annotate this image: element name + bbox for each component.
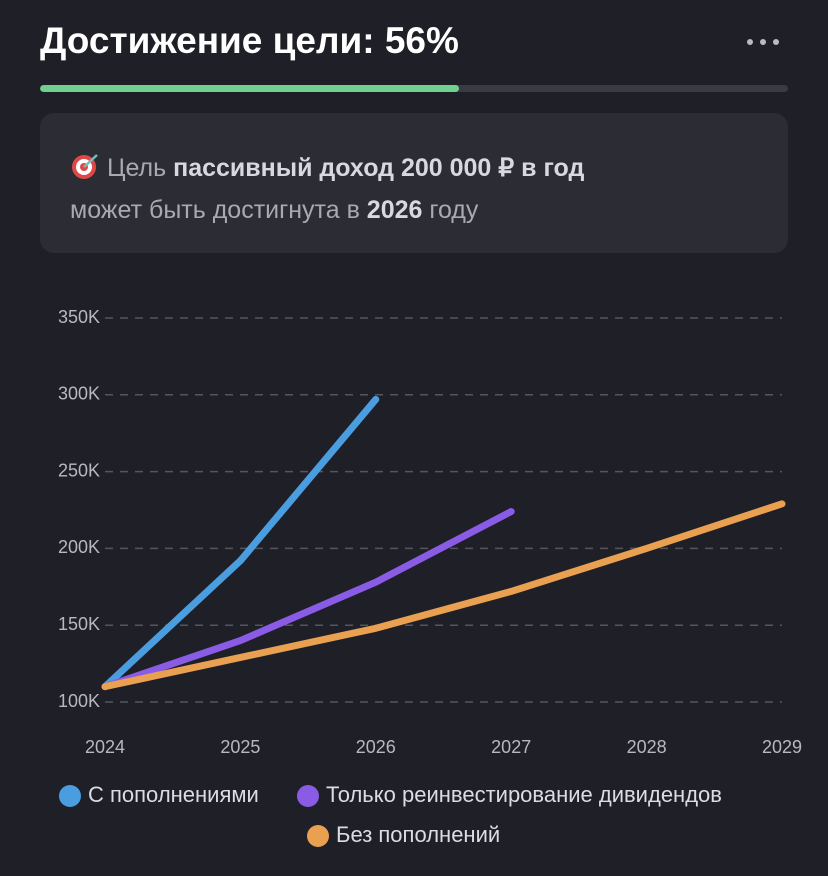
x-tick-label: 2025: [220, 737, 260, 757]
text: году: [429, 196, 479, 224]
y-tick-label: 250K: [58, 460, 100, 480]
x-tick-label: 2029: [762, 737, 802, 757]
menu-button[interactable]: [744, 32, 784, 52]
x-tick-label: 2024: [85, 737, 125, 757]
progress-track: [40, 85, 788, 92]
y-tick-label: 100K: [58, 691, 100, 711]
text: Цель: [106, 154, 167, 182]
progress-fill: [40, 85, 459, 92]
x-tick-label: 2027: [491, 737, 531, 757]
series-line: [101, 395, 380, 691]
legend-label: С пополнениями: [88, 782, 259, 807]
series-line: [101, 508, 515, 691]
series-line: [101, 500, 786, 691]
legend-label: Без пополнений: [336, 822, 500, 847]
y-tick-label: 150K: [58, 614, 100, 634]
legend-swatch: [297, 785, 319, 807]
y-tick-label: 300K: [58, 384, 100, 404]
y-tick-label: 350K: [58, 307, 100, 327]
info-line: Цель пассивный доход 200 000 ₽ в год: [70, 147, 758, 189]
legend-label: Только реинвестирование дивидендов: [326, 782, 722, 807]
x-tick-label: 2028: [627, 737, 667, 757]
y-tick-label: 200K: [58, 537, 100, 557]
info-line: может быть достигнута в 2026 году: [70, 189, 758, 231]
legend-swatch: [307, 825, 329, 847]
title: Достижение цели: 56%: [40, 20, 459, 61]
x-tick-label: 2026: [356, 737, 396, 757]
target-icon: [72, 154, 98, 179]
info-card: Цель пассивный доход 200 000 ₽ в год мож…: [40, 113, 788, 253]
goal: пассивный доход 200 000 ₽ в год: [173, 154, 585, 182]
legend-swatch: [59, 785, 81, 807]
text: может быть достигнута в: [70, 196, 360, 224]
year: 2026: [366, 196, 423, 224]
